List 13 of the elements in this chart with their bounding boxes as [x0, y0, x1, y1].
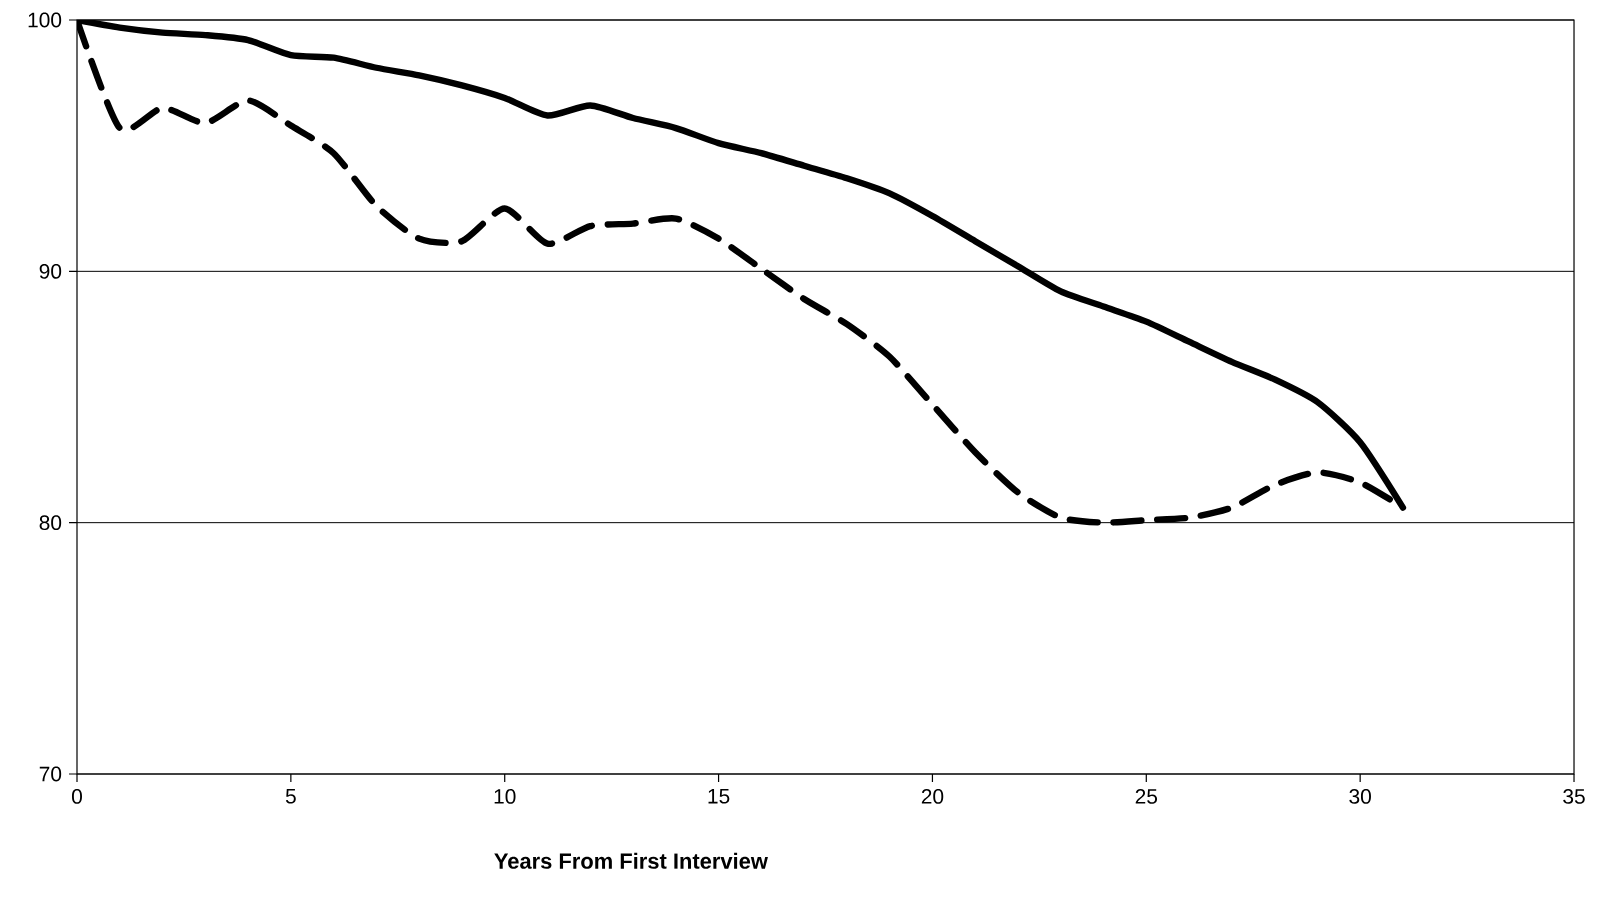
y-tick-label: 80	[39, 515, 62, 531]
y-tick-label: 90	[39, 263, 62, 279]
x-tick-label: 25	[1135, 789, 1158, 804]
x-tick-label: 20	[921, 789, 944, 804]
x-tick-label: 5	[285, 789, 296, 804]
x-tick-label: 0	[71, 789, 82, 804]
x-tick-label: 10	[494, 789, 516, 804]
x-axis-title: Years From First Interview	[494, 852, 768, 869]
x-tick-label: 35	[1563, 789, 1585, 804]
x-tick-label: 15	[708, 789, 730, 804]
y-tick-label: 70	[39, 766, 62, 782]
y-tick-label: 100	[28, 12, 62, 28]
x-tick-label: 30	[1349, 789, 1371, 804]
